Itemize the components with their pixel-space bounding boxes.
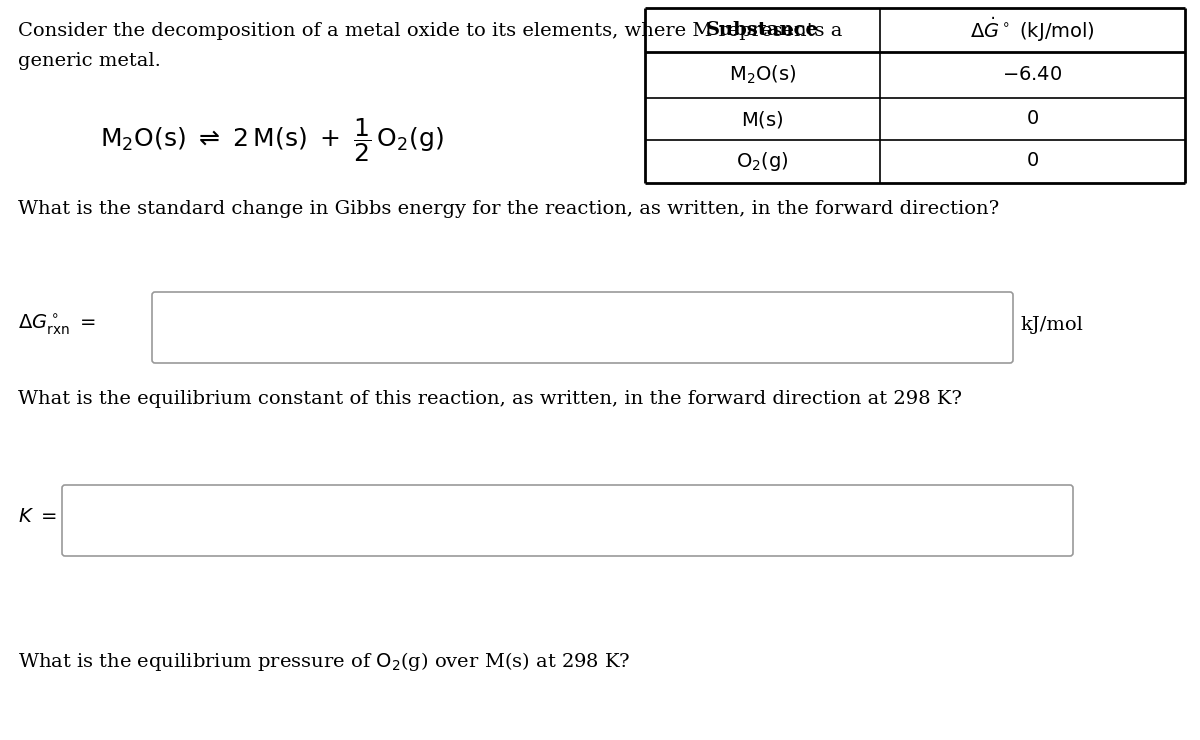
Text: $0$: $0$ bbox=[1026, 152, 1039, 170]
Text: $\mathrm{M(s)}$: $\mathrm{M(s)}$ bbox=[742, 109, 784, 130]
Text: generic metal.: generic metal. bbox=[18, 52, 161, 70]
Text: Substance: Substance bbox=[706, 21, 818, 39]
Text: What is the equilibrium pressure of $\mathrm{O_2}$(g) over M(s) at 298 K?: What is the equilibrium pressure of $\ma… bbox=[18, 650, 630, 673]
FancyBboxPatch shape bbox=[152, 292, 1013, 363]
Text: $\Delta G^\circ_{\mathrm{rxn}}\ =$: $\Delta G^\circ_{\mathrm{rxn}}\ =$ bbox=[18, 313, 96, 337]
Text: What is the standard change in Gibbs energy for the reaction, as written, in the: What is the standard change in Gibbs ene… bbox=[18, 200, 1000, 218]
FancyBboxPatch shape bbox=[62, 485, 1073, 556]
Text: $0$: $0$ bbox=[1026, 110, 1039, 128]
Text: $\Delta \dot{G}^\circ\ \mathrm{(kJ/mol)}$: $\Delta \dot{G}^\circ\ \mathrm{(kJ/mol)}… bbox=[970, 16, 1094, 44]
Text: $K\ =$: $K\ =$ bbox=[18, 508, 58, 526]
Text: kJ/mol: kJ/mol bbox=[1020, 316, 1082, 334]
Text: $\mathrm{M_2O(s)}\ \rightleftharpoons\ 2\,\mathrm{M(s)}\ +\ \dfrac{1}{2}\,\mathr: $\mathrm{M_2O(s)}\ \rightleftharpoons\ 2… bbox=[100, 116, 444, 164]
Text: $-6.40$: $-6.40$ bbox=[1002, 66, 1063, 84]
Text: $\mathrm{M_2O(s)}$: $\mathrm{M_2O(s)}$ bbox=[728, 64, 796, 86]
Text: $\mathrm{O_2(g)}$: $\mathrm{O_2(g)}$ bbox=[736, 150, 788, 173]
Text: What is the equilibrium constant of this reaction, as written, in the forward di: What is the equilibrium constant of this… bbox=[18, 390, 962, 408]
Text: Consider the decomposition of a metal oxide to its elements, where M represents : Consider the decomposition of a metal ox… bbox=[18, 22, 842, 40]
